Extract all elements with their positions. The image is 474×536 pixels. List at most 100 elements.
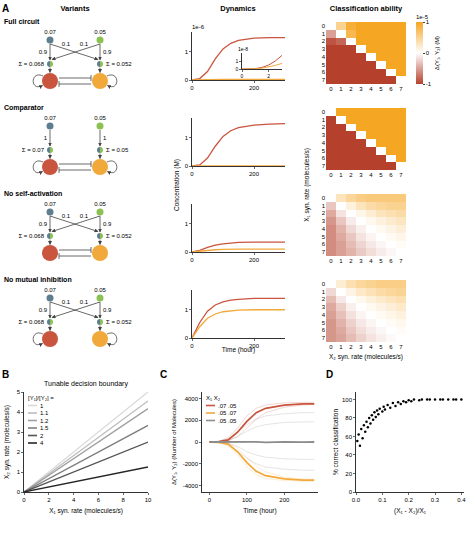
svg-text:20: 20	[345, 471, 352, 477]
svg-text:200: 200	[249, 85, 260, 91]
svg-text:1: 1	[339, 86, 343, 92]
svg-text:80: 80	[345, 415, 352, 421]
svg-text:0.9: 0.9	[39, 49, 48, 55]
svg-text:100: 100	[242, 497, 253, 503]
svg-text:0: 0	[185, 335, 189, 341]
svg-text:5: 5	[322, 148, 326, 154]
svg-text:0.05: 0.05	[94, 115, 106, 121]
svg-text:1e-8: 1e-8	[238, 46, 248, 52]
svg-text:4: 4	[72, 497, 76, 503]
svg-text:8: 8	[122, 497, 126, 503]
svg-text:2: 2	[349, 344, 353, 350]
svg-text:4000: 4000	[185, 396, 199, 402]
svg-text:40: 40	[345, 452, 352, 458]
svg-text:7: 7	[399, 344, 403, 350]
svg-text:3: 3	[359, 258, 363, 264]
svg-text:.05 .05: .05 .05	[218, 418, 237, 424]
svg-text:Σ = 0.052: Σ = 0.052	[106, 319, 132, 325]
svg-text:2: 2	[322, 210, 326, 216]
svg-text:5: 5	[322, 62, 326, 68]
svg-text:Classification ability: Classification ability	[330, 4, 403, 13]
svg-text:4: 4	[322, 312, 326, 318]
svg-text:0.1: 0.1	[62, 213, 71, 219]
svg-text:Comparator: Comparator	[4, 104, 44, 112]
svg-text:0: 0	[190, 343, 194, 349]
svg-text:0.9: 0.9	[39, 221, 48, 227]
svg-text:3: 3	[322, 132, 326, 138]
svg-text:0: 0	[322, 281, 326, 287]
svg-text:D: D	[326, 369, 333, 380]
svg-text:2000: 2000	[185, 417, 199, 423]
svg-text:4: 4	[322, 54, 326, 60]
svg-text:1: 1	[322, 31, 326, 37]
svg-text:2: 2	[322, 38, 326, 44]
svg-text:6: 6	[389, 258, 393, 264]
svg-text:1: 1	[17, 469, 21, 475]
svg-text:0: 0	[185, 163, 189, 169]
svg-text:1: 1	[322, 289, 326, 295]
svg-text:0: 0	[195, 439, 199, 445]
svg-text:6: 6	[97, 497, 101, 503]
svg-text:0: 0	[185, 77, 189, 83]
svg-text:3: 3	[322, 218, 326, 224]
svg-text:1: 1	[44, 135, 48, 141]
svg-text:0.1: 0.1	[62, 41, 71, 47]
svg-text:-1: -1	[426, 81, 432, 87]
svg-text:X₂ syn. rate (molecules/s): X₂ syn. rate (molecules/s)	[3, 405, 11, 479]
svg-text:0.07: 0.07	[44, 287, 56, 293]
svg-text:Variants: Variants	[60, 4, 89, 13]
svg-text:200: 200	[249, 257, 260, 263]
svg-text:4: 4	[322, 140, 326, 146]
svg-text:-2000: -2000	[183, 461, 199, 467]
svg-text:4: 4	[369, 258, 373, 264]
svg-text:5: 5	[322, 234, 326, 240]
svg-text:4: 4	[17, 409, 21, 415]
svg-text:X₁ X₂: X₁ X₂	[206, 395, 221, 401]
svg-text:C: C	[160, 369, 167, 380]
svg-text:1: 1	[322, 203, 326, 209]
svg-text:0.3: 0.3	[431, 497, 440, 503]
svg-text:6: 6	[389, 344, 393, 350]
svg-text:0: 0	[241, 73, 244, 79]
svg-text:0.07: 0.07	[44, 201, 56, 207]
svg-text:1e-6: 1e-6	[192, 24, 205, 30]
svg-text:0.05: 0.05	[94, 287, 106, 293]
svg-text:200: 200	[279, 497, 290, 503]
svg-text:2: 2	[267, 73, 270, 79]
svg-text:7: 7	[399, 258, 403, 264]
svg-text:5: 5	[379, 86, 383, 92]
svg-text:5: 5	[17, 389, 21, 395]
svg-text:2: 2	[349, 172, 353, 178]
svg-text:B: B	[2, 369, 9, 380]
svg-text:No mutual inhibition: No mutual inhibition	[4, 276, 72, 283]
svg-text:0: 0	[329, 86, 333, 92]
svg-text:2: 2	[17, 449, 21, 455]
svg-text:0: 0	[322, 23, 326, 29]
svg-text:% correct classification: % correct classification	[332, 409, 339, 475]
svg-text:1: 1	[103, 135, 107, 141]
svg-text:7: 7	[322, 335, 326, 341]
svg-text:2: 2	[47, 497, 51, 503]
svg-text:Δ(Y₁, Y₂) (M): Δ(Y₁, Y₂) (M)	[434, 36, 440, 70]
svg-text:0.05: 0.05	[94, 29, 106, 35]
svg-text:-4000: -4000	[183, 483, 199, 489]
svg-text:200: 200	[249, 343, 260, 349]
svg-text:0.07: 0.07	[44, 115, 56, 121]
svg-text:.05 .07: .05 .07	[218, 410, 237, 416]
svg-text:5: 5	[322, 320, 326, 326]
svg-text:7: 7	[399, 86, 403, 92]
svg-text:3: 3	[359, 172, 363, 178]
svg-text:0: 0	[185, 249, 189, 255]
svg-text:1: 1	[40, 403, 44, 409]
svg-text:6: 6	[322, 69, 326, 75]
svg-text:Σ = 0.052: Σ = 0.052	[106, 61, 132, 67]
svg-text:1: 1	[339, 258, 343, 264]
svg-text:X₁ syn. rate (molecules/s): X₁ syn. rate (molecules/s)	[303, 148, 311, 222]
svg-text:0: 0	[329, 172, 333, 178]
svg-text:0: 0	[17, 489, 21, 495]
svg-text:0.1: 0.1	[62, 299, 71, 305]
svg-text:0.07: 0.07	[44, 29, 56, 35]
svg-text:Δ(Y₁, Y₂) (Number of Molecules: Δ(Y₁, Y₂) (Number of Molecules)	[171, 399, 177, 485]
svg-text:1: 1	[235, 58, 238, 64]
svg-text:3: 3	[322, 46, 326, 52]
